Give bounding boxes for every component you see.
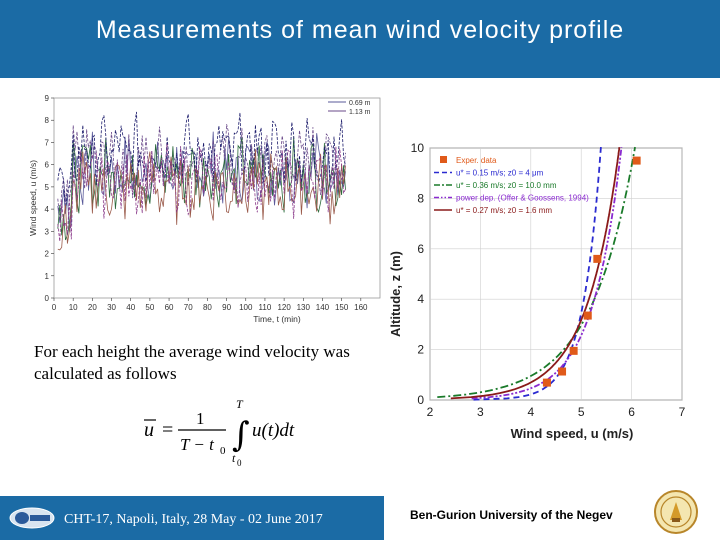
formula-lower-sub: 0: [237, 458, 242, 468]
profile-x-tick-label: 3: [477, 405, 484, 419]
profile-fit-curve: [450, 146, 621, 400]
profile-fit-curve: [471, 146, 623, 400]
ts-x-tick-label: 150: [335, 303, 349, 312]
ts-x-tick-label: 10: [69, 303, 78, 312]
conference-footer-text: CHT-17, Napoli, Italy, 28 May - 02 June …: [64, 512, 323, 527]
formula-numerator: 1: [196, 409, 205, 428]
profile-legend: Exper. data u* = 0.15 m/s; z0 = 4 μm u* = …: [434, 156, 589, 215]
profile-x-tick-label: 6: [628, 405, 635, 419]
formula-equals: =: [162, 419, 173, 441]
profile-fit-curve: [437, 146, 636, 398]
profile-y-tick-label: 0: [417, 393, 424, 407]
profile-y-tick-label: 8: [417, 191, 424, 205]
university-seal-icon: [654, 490, 698, 534]
title-bar: Measurements of mean wind velocity profi…: [0, 0, 720, 78]
profile-data-point: [632, 156, 641, 165]
ts-y-tick-label: 0: [45, 294, 50, 303]
ts-legend-label: 0.69 m: [349, 100, 371, 107]
formula-denominator-sub: 0: [220, 445, 226, 457]
profile-legend-label: power dep. (Offer & Goossens, 1994): [456, 194, 589, 203]
mean-velocity-formula: u = 1 T − t 0 ∫ T t 0 u(t)dt: [144, 398, 295, 468]
ts-x-tick-label: 70: [184, 303, 193, 312]
ts-x-tick-label: 0: [52, 303, 57, 312]
formula-integral-sign: ∫: [232, 415, 250, 455]
formula-upper-limit: T: [236, 398, 244, 411]
profile-x-axis-label: Wind speed, u (m/s): [511, 426, 634, 441]
ts-x-tick-label: 40: [126, 303, 135, 312]
ts-x-tick-label: 110: [259, 303, 272, 312]
ts-x-tick-label: 120: [277, 303, 291, 312]
ts-x-tick-label: 130: [297, 303, 311, 312]
ts-x-tick-label: 90: [222, 303, 231, 312]
profile-legend-label: u* = 0.27 m/s; z0 = 1.6 mm: [456, 206, 552, 215]
profile-legend-marker: [440, 156, 447, 163]
profile-data-point: [569, 346, 578, 355]
profile-y-tick-label: 2: [417, 343, 424, 357]
ts-x-tick-label: 140: [316, 303, 330, 312]
ts-y-tick-label: 8: [45, 116, 50, 125]
formula-lhs: u: [144, 419, 154, 441]
ts-series-line: [57, 143, 346, 242]
time-series-chart: 0 10 20 30 40 50 60 70 80 90 100 110 120 130 140 150 160…: [28, 94, 381, 324]
profile-data-point: [558, 367, 567, 376]
profile-data-point: [593, 254, 602, 263]
profile-x-tick-label: 7: [679, 405, 686, 419]
ts-x-tick-label: 30: [107, 303, 116, 312]
profile-legend-label: Exper. data: [456, 156, 497, 165]
footer-bar: CHT-17, Napoli, Italy, 28 May - 02 June …: [0, 496, 384, 540]
ts-x-tick-label: 100: [239, 303, 253, 312]
ts-y-tick-label: 5: [45, 183, 50, 192]
profile-y-tick-label: 6: [417, 242, 424, 256]
profile-y-tick-label: 10: [411, 141, 425, 155]
ts-x-tick-label: 20: [88, 303, 97, 312]
ts-y-tick-label: 1: [45, 272, 50, 281]
ts-y-tick-label: 7: [45, 138, 50, 147]
formula-lower-limit: t: [232, 451, 236, 465]
ts-x-tick-label: 160: [354, 303, 368, 312]
ts-series-line: [57, 124, 346, 221]
ts-x-axis-label: Time, t (min): [253, 314, 301, 324]
ts-y-tick-label: 9: [45, 94, 50, 103]
ts-x-tick-label: 50: [145, 303, 154, 312]
body-text: For each height the average wind velocit…: [34, 342, 350, 383]
profile-plot-area: [429, 147, 683, 401]
profile-x-tick-label: 2: [427, 405, 434, 419]
ts-x-tick-label: 60: [165, 303, 174, 312]
ts-y-tick-label: 4: [45, 205, 50, 214]
profile-x-tick-label: 5: [578, 405, 585, 419]
profile-y-axis-label: Altitude, z (m): [388, 251, 403, 337]
ts-y-axis-label: Wind speed, u (m/s): [28, 160, 38, 236]
profile-legend-label: u* = 0.15 m/s; z0 = 4 μm: [456, 169, 544, 178]
university-name: Ben-Gurion University of the Negev: [410, 508, 613, 522]
profile-data-point: [542, 378, 551, 387]
ts-x-tick-label: 80: [203, 303, 212, 312]
profile-data-point: [583, 311, 592, 320]
profile-y-tick-label: 4: [417, 292, 424, 306]
ts-y-tick-label: 3: [45, 227, 50, 236]
conference-logo-icon: [9, 507, 55, 529]
profile-legend-label: u* = 0.36 m/s; z0 = 10.0 mm: [456, 181, 557, 190]
formula-integrand: u(t)dt: [252, 420, 295, 441]
profile-x-tick-label: 4: [527, 405, 534, 419]
formula-denominator: T − t: [180, 435, 215, 454]
ts-legend-label: 1.13 m: [349, 109, 371, 116]
ts-y-tick-label: 6: [45, 161, 50, 170]
slide-title: Measurements of mean wind velocity profi…: [95, 16, 625, 44]
ts-y-tick-label: 2: [45, 250, 50, 259]
